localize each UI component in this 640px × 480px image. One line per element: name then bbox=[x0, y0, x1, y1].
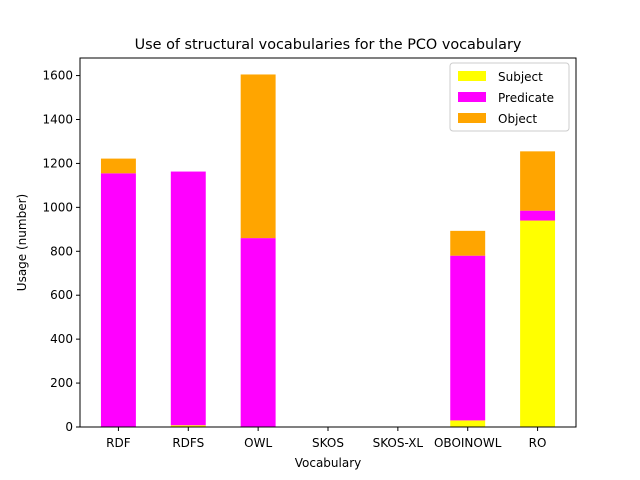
y-tick-label: 800 bbox=[50, 244, 73, 258]
y-axis: 0 200 400 600 800 1000 1200 1400 1600 bbox=[42, 69, 80, 434]
bar-predicate-rdfs bbox=[170, 171, 206, 426]
x-tick-label: RDF bbox=[106, 436, 131, 450]
x-tick-label: OWL bbox=[244, 436, 272, 450]
y-tick-label: 0 bbox=[65, 420, 73, 434]
bar-subject-ro bbox=[520, 220, 556, 427]
legend-label-subject: Subject bbox=[498, 70, 543, 84]
x-axis-label: Vocabulary bbox=[295, 456, 362, 470]
bar-predicate-owl bbox=[240, 238, 276, 427]
bar-object-oboinowl bbox=[450, 230, 486, 256]
legend-label-object: Object bbox=[498, 112, 537, 126]
bar-subject-oboinowl bbox=[450, 420, 486, 427]
y-tick-label: 200 bbox=[50, 376, 73, 390]
x-tick-label: SKOS-XL bbox=[373, 436, 424, 450]
bar-predicate-rdf bbox=[100, 173, 136, 427]
chart-title: Use of structural vocabularies for the P… bbox=[135, 37, 522, 53]
bar-object-owl bbox=[240, 74, 276, 239]
x-tick-label: RDFS bbox=[172, 436, 204, 450]
legend-swatch-subject bbox=[458, 71, 486, 81]
x-tick-label: RO bbox=[529, 436, 547, 450]
bars-layer bbox=[100, 74, 556, 427]
bar-predicate-oboinowl bbox=[450, 255, 486, 421]
legend-swatch-object bbox=[458, 113, 486, 123]
bar-object-rdf bbox=[100, 158, 136, 174]
y-tick-label: 1600 bbox=[42, 69, 73, 83]
y-axis-label: Usage (number) bbox=[15, 194, 29, 291]
x-tick-label: SKOS bbox=[312, 436, 344, 450]
y-tick-label: 1200 bbox=[42, 156, 73, 170]
x-tick-label: OBOINOWL bbox=[434, 436, 502, 450]
x-axis: RDF RDFS OWL SKOS SKOS-XL OBOINOWL RO bbox=[106, 427, 546, 450]
y-tick-label: 1000 bbox=[42, 200, 73, 214]
y-tick-label: 600 bbox=[50, 288, 73, 302]
y-tick-label: 1400 bbox=[42, 113, 73, 127]
bar-predicate-ro bbox=[520, 210, 556, 221]
y-tick-label: 400 bbox=[50, 332, 73, 346]
legend: Subject Predicate Object bbox=[449, 62, 570, 132]
legend-label-predicate: Predicate bbox=[498, 91, 554, 105]
legend-swatch-predicate bbox=[458, 92, 486, 102]
bar-subject-rdfs bbox=[170, 425, 206, 427]
bar-object-ro bbox=[520, 151, 556, 211]
